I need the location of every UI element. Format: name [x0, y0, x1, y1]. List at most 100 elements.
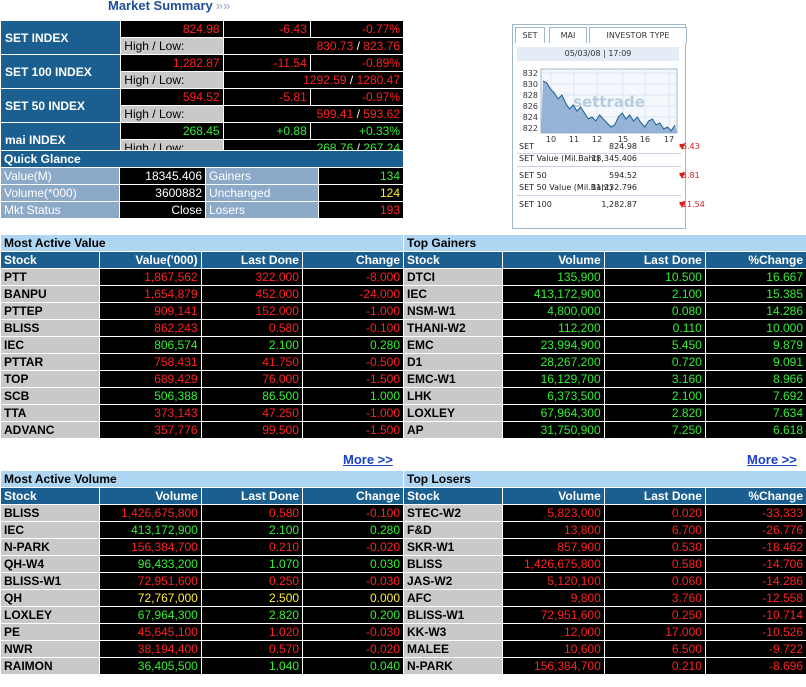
- table-row[interactable]: PTTAR 758,431 41.750 -0.500: [1, 354, 403, 370]
- stock-symbol[interactable]: BLISS: [1, 320, 100, 336]
- stock-symbol[interactable]: SKR-W1: [404, 539, 503, 555]
- table-row[interactable]: PTT 1,867,562 322.000 -8.000: [1, 269, 403, 285]
- stock-symbol[interactable]: PTTEP: [1, 303, 100, 319]
- column-header[interactable]: Last Done: [604, 252, 705, 268]
- table-row[interactable]: ADVANC 357,776 99.500 -1.500: [1, 422, 403, 438]
- table-row[interactable]: THANI-W2 112,200 0.110 10.000: [404, 320, 806, 336]
- table-row[interactable]: AP 31,750,900 7.250 6.618: [404, 422, 806, 438]
- stock-symbol[interactable]: QH: [1, 590, 100, 606]
- column-header[interactable]: Change: [303, 488, 403, 504]
- stock-symbol[interactable]: KK-W3: [404, 624, 503, 640]
- stock-symbol[interactable]: LOXLEY: [404, 405, 503, 421]
- table-row[interactable]: QH-W4 96,433,200 1.070 0.030: [1, 556, 403, 572]
- table-row[interactable]: IEC 413,172,900 2.100 15.385: [404, 286, 806, 302]
- stock-symbol[interactable]: IEC: [1, 337, 100, 353]
- stock-symbol[interactable]: AP: [404, 422, 503, 438]
- stock-symbol[interactable]: N-PARK: [404, 658, 503, 674]
- stock-symbol[interactable]: NSM-W1: [404, 303, 503, 319]
- table-row[interactable]: N-PARK 156,384,700 0.210 -8.696: [404, 658, 806, 674]
- table-row[interactable]: PE 45,645,100 1.020 -0.030: [1, 624, 403, 640]
- stock-symbol[interactable]: EMC: [404, 337, 503, 353]
- table-row[interactable]: TOP 689,429 76.000 -1.500: [1, 371, 403, 387]
- column-header[interactable]: Stock: [1, 252, 100, 268]
- column-header[interactable]: Last Done: [604, 488, 705, 504]
- table-row[interactable]: SKR-W1 857,900 0.530 -18.462: [404, 539, 806, 555]
- column-header[interactable]: Volume: [503, 488, 604, 504]
- table-row[interactable]: BANPU 1,654,879 452.000 -24.000: [1, 286, 403, 302]
- stock-symbol[interactable]: EMC-W1: [404, 371, 503, 387]
- column-header[interactable]: Last Done: [201, 252, 302, 268]
- table-row[interactable]: DTCI 135,900 10.500 16.667: [404, 269, 806, 285]
- stock-symbol[interactable]: SCB: [1, 388, 100, 404]
- stock-symbol[interactable]: BANPU: [1, 286, 100, 302]
- stock-symbol[interactable]: AFC: [404, 590, 503, 606]
- index-name[interactable]: SET INDEX: [1, 21, 121, 54]
- table-row[interactable]: JAS-W2 5,120,100 0.060 -14.286: [404, 573, 806, 589]
- table-row[interactable]: BLISS-W1 72,951,600 0.250 -0.030: [1, 573, 403, 589]
- stock-symbol[interactable]: STEC-W2: [404, 505, 503, 521]
- more-top-gainers-link[interactable]: More >>: [747, 452, 797, 467]
- stock-symbol[interactable]: D1: [404, 354, 503, 370]
- table-row[interactable]: MALEE 10,600 6.500 -9.722: [404, 641, 806, 657]
- tab-investor-type[interactable]: INVESTOR TYPE: [589, 27, 687, 43]
- stock-symbol[interactable]: THANI-W2: [404, 320, 503, 336]
- stock-symbol[interactable]: N-PARK: [1, 539, 100, 555]
- table-row[interactable]: F&D 13,800 6.700 -26.776: [404, 522, 806, 538]
- table-row[interactable]: LOXLEY 67,964,300 2.820 7.634: [404, 405, 806, 421]
- table-row[interactable]: SCB 506,388 86.500 1.000: [1, 388, 403, 404]
- column-header[interactable]: Value('000): [100, 252, 201, 268]
- stock-symbol[interactable]: QH-W4: [1, 556, 100, 572]
- table-row[interactable]: QH 72,767,000 2.500 0.000: [1, 590, 403, 606]
- stock-symbol[interactable]: BLISS-W1: [1, 573, 100, 589]
- tab-mai[interactable]: MAI: [549, 27, 587, 43]
- column-header[interactable]: Stock: [404, 252, 503, 268]
- stock-symbol[interactable]: TTA: [1, 405, 100, 421]
- column-header[interactable]: Stock: [1, 488, 100, 504]
- column-header[interactable]: Volume: [503, 252, 604, 268]
- stock-symbol[interactable]: BLISS-W1: [404, 607, 503, 623]
- tab-set[interactable]: SET: [515, 27, 545, 43]
- stock-symbol[interactable]: TOP: [1, 371, 100, 387]
- column-header[interactable]: Change: [302, 252, 403, 268]
- stock-symbol[interactable]: BLISS: [1, 505, 100, 521]
- column-header[interactable]: Last Done: [201, 488, 303, 504]
- stock-symbol[interactable]: IEC: [1, 522, 100, 538]
- index-name[interactable]: SET 50 INDEX: [1, 89, 121, 122]
- table-row[interactable]: BLISS 1,426,675,800 0.580 -0.100: [1, 505, 403, 521]
- stock-symbol[interactable]: JAS-W2: [404, 573, 503, 589]
- stock-symbol[interactable]: BLISS: [404, 556, 503, 572]
- stock-symbol[interactable]: LOXLEY: [1, 607, 100, 623]
- column-header[interactable]: Volume: [100, 488, 201, 504]
- table-row[interactable]: BLISS-W1 72,951,600 0.250 -10.714: [404, 607, 806, 623]
- table-row[interactable]: BLISS 862,243 0.580 -0.100: [1, 320, 403, 336]
- table-row[interactable]: NWR 38,194,400 0.570 -0.020: [1, 641, 403, 657]
- table-row[interactable]: IEC 413,172,900 2.100 0.280: [1, 522, 403, 538]
- table-row[interactable]: EMC-W1 16,129,700 3.160 8.966: [404, 371, 806, 387]
- stock-symbol[interactable]: PTTAR: [1, 354, 100, 370]
- stock-symbol[interactable]: PTT: [1, 269, 100, 285]
- stock-symbol[interactable]: ADVANC: [1, 422, 100, 438]
- table-row[interactable]: STEC-W2 5,823,000 0.020 -33.333: [404, 505, 806, 521]
- stock-symbol[interactable]: IEC: [404, 286, 503, 302]
- table-row[interactable]: PTTEP 909,141 152.000 -1.000: [1, 303, 403, 319]
- table-row[interactable]: BLISS 1,426,675,800 0.580 -14.706: [404, 556, 806, 572]
- stock-symbol[interactable]: F&D: [404, 522, 503, 538]
- stock-symbol[interactable]: PE: [1, 624, 100, 640]
- table-row[interactable]: EMC 23,994,900 5.450 9.879: [404, 337, 806, 353]
- column-header[interactable]: %Change: [705, 488, 806, 504]
- stock-symbol[interactable]: DTCI: [404, 269, 503, 285]
- column-header[interactable]: Stock: [404, 488, 503, 504]
- stock-symbol[interactable]: NWR: [1, 641, 100, 657]
- table-row[interactable]: LHK 6,373,500 2.100 7.692: [404, 388, 806, 404]
- table-row[interactable]: D1 28,267,200 0.720 9.091: [404, 354, 806, 370]
- table-row[interactable]: N-PARK 156,384,700 0.210 -0.020: [1, 539, 403, 555]
- table-row[interactable]: LOXLEY 67,964,300 2.820 0.200: [1, 607, 403, 623]
- index-name[interactable]: SET 100 INDEX: [1, 55, 121, 88]
- stock-symbol[interactable]: RAIMON: [1, 658, 100, 674]
- table-row[interactable]: RAIMON 36,405,500 1.040 0.040: [1, 658, 403, 674]
- table-row[interactable]: NSM-W1 4,800,000 0.080 14.286: [404, 303, 806, 319]
- table-row[interactable]: IEC 806,574 2.100 0.280: [1, 337, 403, 353]
- stock-symbol[interactable]: MALEE: [404, 641, 503, 657]
- table-row[interactable]: AFC 9,800 3.760 -12.558: [404, 590, 806, 606]
- table-row[interactable]: TTA 373,143 47.250 -1.000: [1, 405, 403, 421]
